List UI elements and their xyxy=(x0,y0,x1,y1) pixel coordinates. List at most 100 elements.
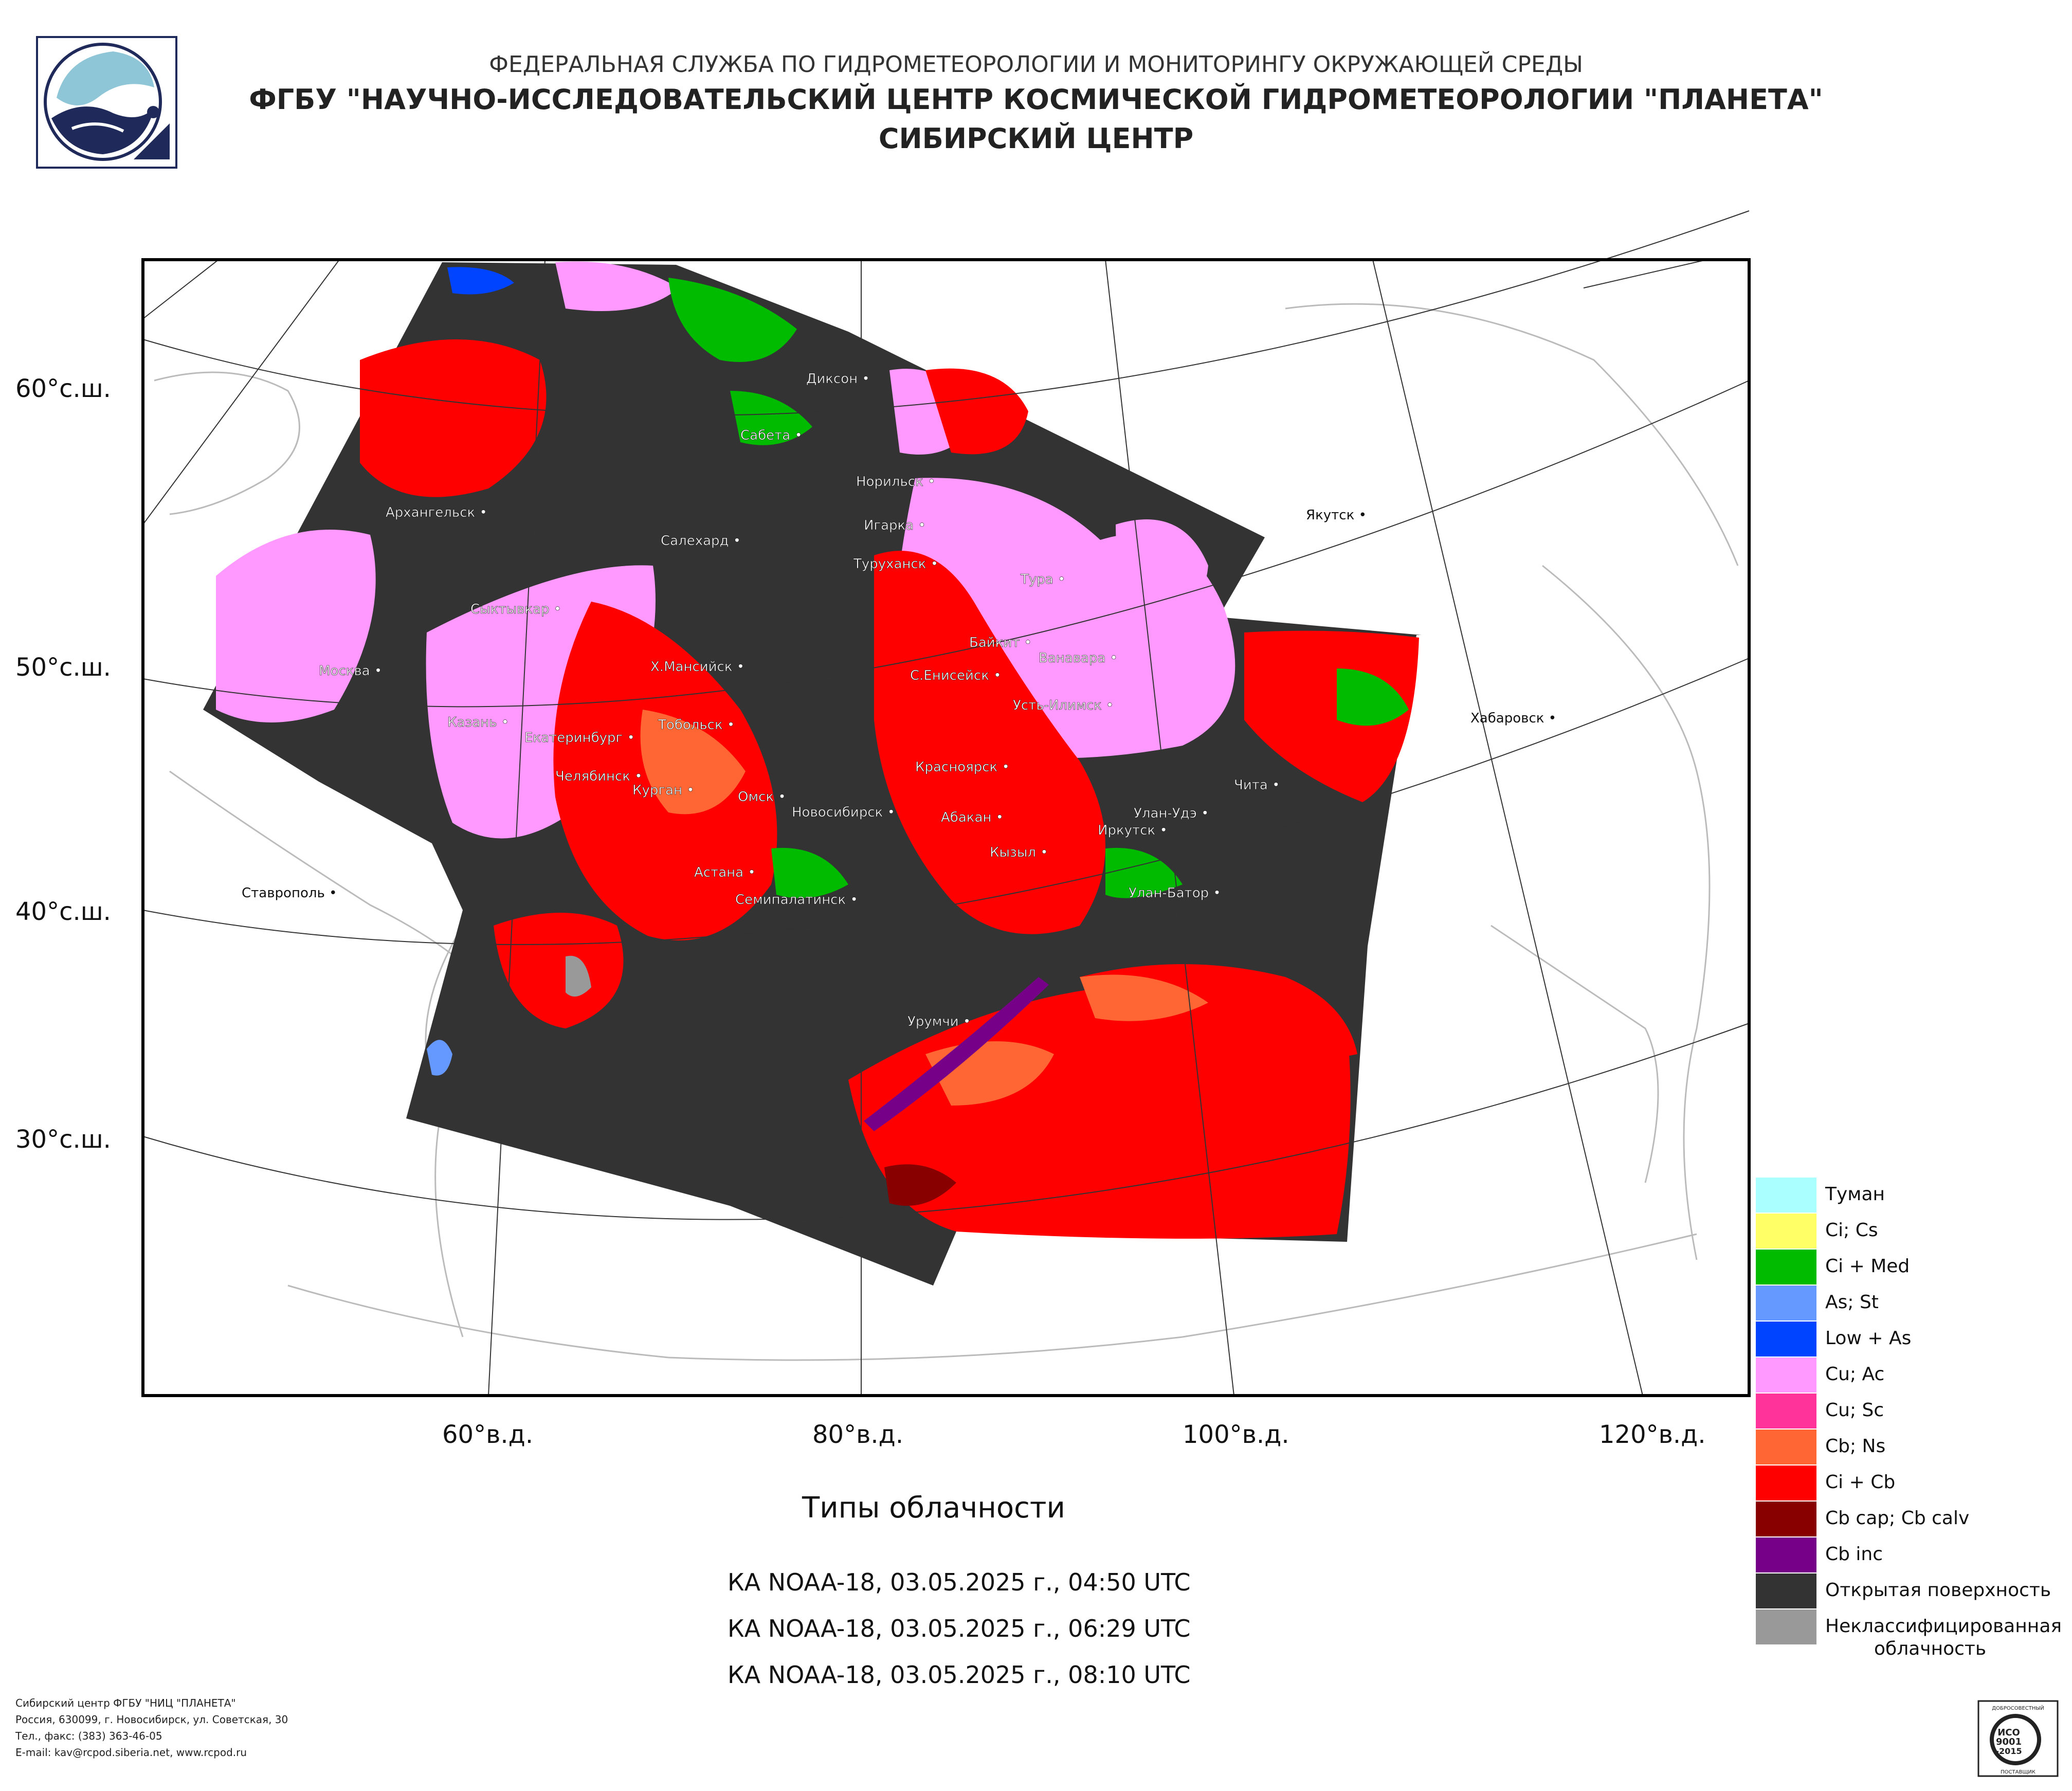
footer-email: E-mail: kav@rcpod.siberia.net, www.rcpod… xyxy=(15,1746,247,1759)
city-label: Якутск • xyxy=(1306,508,1367,523)
city-label: Ванавара • xyxy=(1039,650,1118,666)
legend-label: As; St xyxy=(1825,1292,1879,1313)
city-label: Екатеринбург • xyxy=(524,730,635,746)
legend-swatch xyxy=(1756,1501,1816,1536)
legend-label: Неклассифицированная xyxy=(1825,1616,2062,1637)
legend-swatch xyxy=(1756,1214,1816,1249)
lat-label-40: 40°с.ш. xyxy=(15,897,111,926)
legend-item: Ci + Med xyxy=(1756,1250,2072,1286)
legend-label: Cb; Ns xyxy=(1825,1436,1886,1457)
pass-line-2: КА NOAA-18, 03.05.2025 г., 06:29 UTC xyxy=(728,1615,1191,1642)
iso-mid3: -2015 xyxy=(1995,1746,2022,1756)
graticule xyxy=(142,210,1750,1396)
city-label: Туруханск • xyxy=(853,556,938,572)
city-label: Новосибирск • xyxy=(792,805,895,820)
city-label: Курган • xyxy=(632,783,695,798)
legend-label: Туман xyxy=(1825,1184,1885,1205)
legend-label: Открытая поверхность xyxy=(1825,1580,2051,1601)
legend-item: Low + As xyxy=(1756,1322,2072,1358)
city-label: Тура • xyxy=(1020,572,1065,587)
city-labels: Диксон • Сабета • Норильск • Игарка • Туруха… xyxy=(242,371,1556,1030)
lat-label-30: 30°с.ш. xyxy=(15,1125,111,1154)
legend-item: Cu; Sc xyxy=(1756,1394,2072,1430)
legend-swatch xyxy=(1756,1322,1816,1356)
footer-phone: Тел., факс: (383) 363-46-05 xyxy=(15,1730,162,1742)
city-label: С.Енисейск • xyxy=(910,668,1002,683)
legend-label: Ci + Med xyxy=(1825,1256,1910,1277)
city-label: Сыктывкар • xyxy=(470,602,561,617)
legend-item: Туман xyxy=(1756,1178,2072,1214)
city-label: Х.Мансийск • xyxy=(650,659,744,675)
city-label: Казань • xyxy=(447,715,509,730)
lon-label-80: 80°в.д. xyxy=(812,1420,904,1449)
institute-title: ФГБУ "НАУЧНО-ИССЛЕДОВАТЕЛЬСКИЙ ЦЕНТР КОС… xyxy=(249,83,1823,116)
legend-swatch xyxy=(1756,1609,1816,1644)
city-label: Салехард • xyxy=(661,533,741,549)
legend-item: Cb inc xyxy=(1756,1537,2072,1573)
lon-label-120: 120°в.д. xyxy=(1599,1420,1706,1449)
legend-item: As; St xyxy=(1756,1286,2072,1322)
legend-label: Cb cap; Cb calv xyxy=(1825,1508,1970,1529)
agency-title: ФЕДЕРАЛЬНАЯ СЛУЖБА ПО ГИДРОМЕТЕОРОЛОГИИ … xyxy=(489,51,1583,78)
legend-swatch xyxy=(1756,1178,1816,1213)
iso-certificate-badge: ДОБРОСОВЕСТНЫЙ ИСО 9001 -2015 ПОСТАВЩИК xyxy=(1977,1700,2059,1777)
satellite-swath xyxy=(203,261,1422,1286)
legend-label: Low + As xyxy=(1825,1328,1912,1349)
legend-label-line2: облачность xyxy=(1874,1638,1987,1659)
city-label: Челябинск • xyxy=(555,769,643,784)
city-label: Урумчи • xyxy=(907,1014,971,1029)
legend-item: Cu; Ac xyxy=(1756,1358,2072,1394)
city-label: Сабета • xyxy=(740,428,803,443)
legend-swatch xyxy=(1756,1537,1816,1572)
legend-swatch xyxy=(1756,1573,1816,1608)
city-label: Игарка • xyxy=(864,518,926,533)
iso-mid2: 9001 xyxy=(1996,1736,2022,1747)
legend-item: Открытая поверхность xyxy=(1756,1573,2072,1609)
iso-mid1: ИСО xyxy=(1997,1727,2020,1738)
pass-line-1: КА NOAA-18, 03.05.2025 г., 04:50 UTC xyxy=(728,1568,1191,1596)
city-label: Кызыл • xyxy=(990,845,1048,860)
city-label: Диксон • xyxy=(806,371,870,387)
city-label: Семипалатинск • xyxy=(735,892,858,908)
center-title: СИБИРСКИЙ ЦЕНТР xyxy=(878,122,1194,155)
city-label: Красноярск • xyxy=(915,759,1010,775)
legend-swatch xyxy=(1756,1394,1816,1428)
footer-org: Сибирский центр ФГБУ "НИЦ "ПЛАНЕТА" xyxy=(15,1697,236,1709)
legend-label: Cu; Ac xyxy=(1825,1364,1885,1385)
city-label: Иркутск • xyxy=(1098,823,1168,838)
pass-line-3: КА NOAA-18, 03.05.2025 г., 08:10 UTC xyxy=(728,1661,1191,1689)
legend-item: Cb; Ns xyxy=(1756,1430,2072,1466)
legend-swatch xyxy=(1756,1286,1816,1320)
footer-address: Россия, 630099, г. Новосибирск, ул. Сове… xyxy=(15,1713,288,1726)
legend-label: Cb inc xyxy=(1825,1544,1883,1565)
coastlines xyxy=(154,303,1739,1361)
legend-label: Ci + Cb xyxy=(1825,1472,1896,1493)
city-label: Норильск • xyxy=(856,474,935,490)
footer-contacts: Сибирский центр ФГБУ "НИЦ "ПЛАНЕТА" Росс… xyxy=(15,1695,288,1761)
legend-item: Cb cap; Cb calv xyxy=(1756,1501,2072,1537)
legend-swatch xyxy=(1756,1358,1816,1392)
legend-label: Ci; Cs xyxy=(1825,1220,1878,1241)
legend-swatch xyxy=(1756,1250,1816,1285)
city-label: Хабаровск • xyxy=(1470,711,1556,726)
lat-label-60: 60°с.ш. xyxy=(15,374,111,403)
city-label: Ставрополь • xyxy=(242,885,337,901)
planeta-logo-icon xyxy=(36,36,177,169)
city-label: Тобольск • xyxy=(658,717,735,733)
iso-top-text: ДОБРОСОВЕСТНЫЙ xyxy=(1992,1705,2044,1711)
city-label: Улан-Удэ • xyxy=(1134,806,1209,821)
lon-label-100: 100°в.д. xyxy=(1183,1420,1289,1449)
lon-label-60: 60°в.д. xyxy=(442,1420,534,1449)
city-label: Москва • xyxy=(319,663,382,679)
city-label: Архангельск • xyxy=(386,505,487,520)
city-label: Байкит • xyxy=(969,635,1032,650)
city-label: Чита • xyxy=(1234,777,1280,793)
map-frame xyxy=(141,258,1751,1397)
city-label: Астана • xyxy=(694,865,756,880)
iso-bottom-text: ПОСТАВЩИК xyxy=(2001,1769,2035,1775)
legend-item: Ci + Cb xyxy=(1756,1466,2072,1501)
city-label: Улан-Батор • xyxy=(1129,885,1221,901)
legend-swatch xyxy=(1756,1466,1816,1500)
legend-label: Cu; Sc xyxy=(1825,1400,1884,1421)
